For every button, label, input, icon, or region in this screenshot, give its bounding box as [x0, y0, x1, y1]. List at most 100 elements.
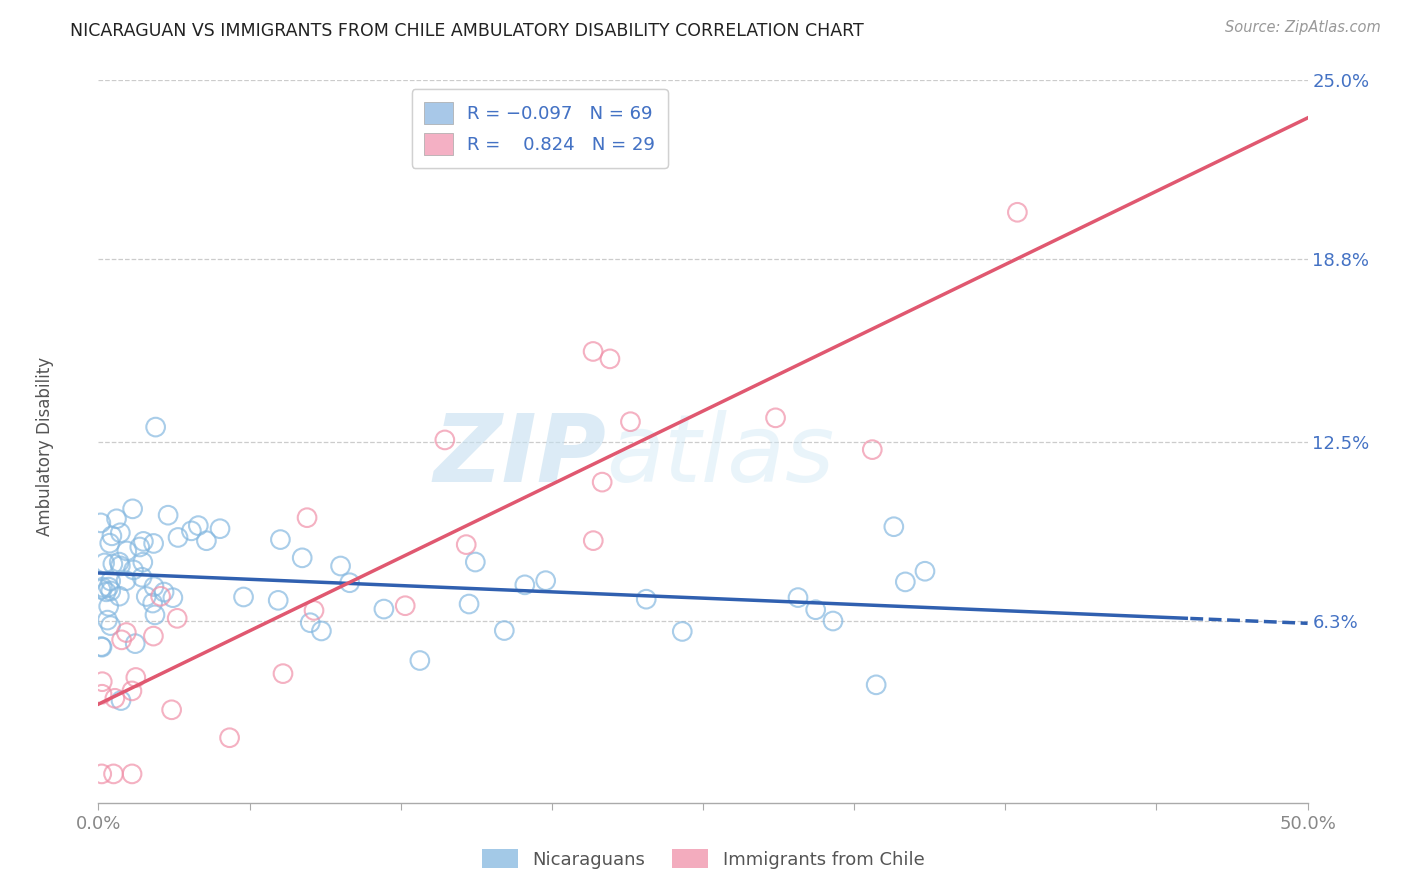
Point: [208, 522, 231, 536]
Point: [456, 538, 478, 552]
Point: [187, 518, 209, 533]
Point: [464, 555, 486, 569]
Point: [101, 529, 124, 543]
Text: atlas: atlas: [606, 410, 835, 501]
Point: [115, 574, 138, 588]
Point: [765, 410, 787, 425]
Point: [299, 615, 322, 630]
Point: [167, 531, 190, 545]
Point: [671, 624, 693, 639]
Point: [90, 582, 112, 597]
Point: [91, 674, 114, 689]
Point: [458, 597, 481, 611]
Point: [311, 624, 333, 638]
Point: [103, 767, 125, 781]
Point: [153, 585, 176, 599]
Point: [96, 584, 118, 599]
Point: [90, 767, 112, 781]
Point: [1007, 205, 1029, 219]
Point: [804, 603, 827, 617]
Point: [132, 534, 155, 549]
Point: [104, 691, 127, 706]
Point: [619, 415, 641, 429]
Legend: R = −0.097   N = 69, R =    0.824   N = 29: R = −0.097 N = 69, R = 0.824 N = 29: [412, 89, 668, 168]
Point: [128, 540, 150, 554]
Point: [145, 420, 167, 434]
Point: [142, 629, 165, 643]
Point: [110, 558, 132, 573]
Point: [339, 575, 361, 590]
Point: [599, 351, 621, 366]
Point: [131, 570, 153, 584]
Point: [125, 671, 148, 685]
Point: [295, 510, 318, 524]
Point: [108, 589, 131, 603]
Point: [124, 637, 146, 651]
Point: [122, 563, 145, 577]
Point: [97, 580, 120, 594]
Point: [110, 525, 132, 540]
Point: [143, 580, 166, 594]
Point: [513, 578, 536, 592]
Point: [91, 687, 114, 701]
Point: [142, 596, 165, 610]
Point: [91, 640, 114, 655]
Point: [636, 592, 658, 607]
Point: [914, 564, 936, 578]
Point: [271, 666, 294, 681]
Point: [160, 703, 183, 717]
Point: [149, 589, 172, 603]
Text: Source: ZipAtlas.com: Source: ZipAtlas.com: [1225, 20, 1381, 35]
Point: [166, 611, 188, 625]
Point: [162, 591, 184, 605]
Point: [329, 559, 352, 574]
Point: [865, 678, 887, 692]
Point: [180, 524, 202, 538]
Point: [157, 508, 180, 523]
Point: [115, 625, 138, 640]
Point: [373, 602, 395, 616]
Point: [121, 767, 143, 781]
Point: [98, 536, 121, 550]
Point: [195, 533, 218, 548]
Point: [91, 580, 114, 594]
Point: [97, 599, 120, 614]
Point: [433, 433, 456, 447]
Point: [90, 516, 112, 530]
Point: [96, 613, 118, 627]
Point: [132, 555, 155, 569]
Point: [409, 653, 432, 667]
Point: [105, 512, 128, 526]
Point: [100, 584, 122, 599]
Point: [121, 501, 143, 516]
Point: [143, 607, 166, 622]
Point: [394, 599, 416, 613]
Point: [142, 536, 165, 550]
Point: [534, 574, 557, 588]
Point: [821, 614, 844, 628]
Point: [218, 731, 240, 745]
Point: [90, 640, 112, 654]
Point: [100, 574, 122, 588]
Point: [494, 624, 516, 638]
Point: [302, 603, 325, 617]
Point: [883, 519, 905, 533]
Point: [115, 544, 138, 558]
Point: [591, 475, 613, 489]
Point: [269, 533, 291, 547]
Text: NICARAGUAN VS IMMIGRANTS FROM CHILE AMBULATORY DISABILITY CORRELATION CHART: NICARAGUAN VS IMMIGRANTS FROM CHILE AMBU…: [70, 22, 865, 40]
Text: Ambulatory Disability: Ambulatory Disability: [37, 357, 53, 535]
Point: [100, 618, 122, 632]
Point: [121, 684, 143, 698]
Point: [93, 556, 115, 570]
Point: [110, 693, 132, 707]
Text: ZIP: ZIP: [433, 410, 606, 502]
Point: [232, 590, 254, 604]
Point: [110, 632, 132, 647]
Point: [582, 533, 605, 548]
Point: [860, 442, 883, 457]
Point: [267, 593, 290, 607]
Point: [135, 590, 157, 604]
Point: [582, 344, 605, 359]
Point: [108, 555, 131, 569]
